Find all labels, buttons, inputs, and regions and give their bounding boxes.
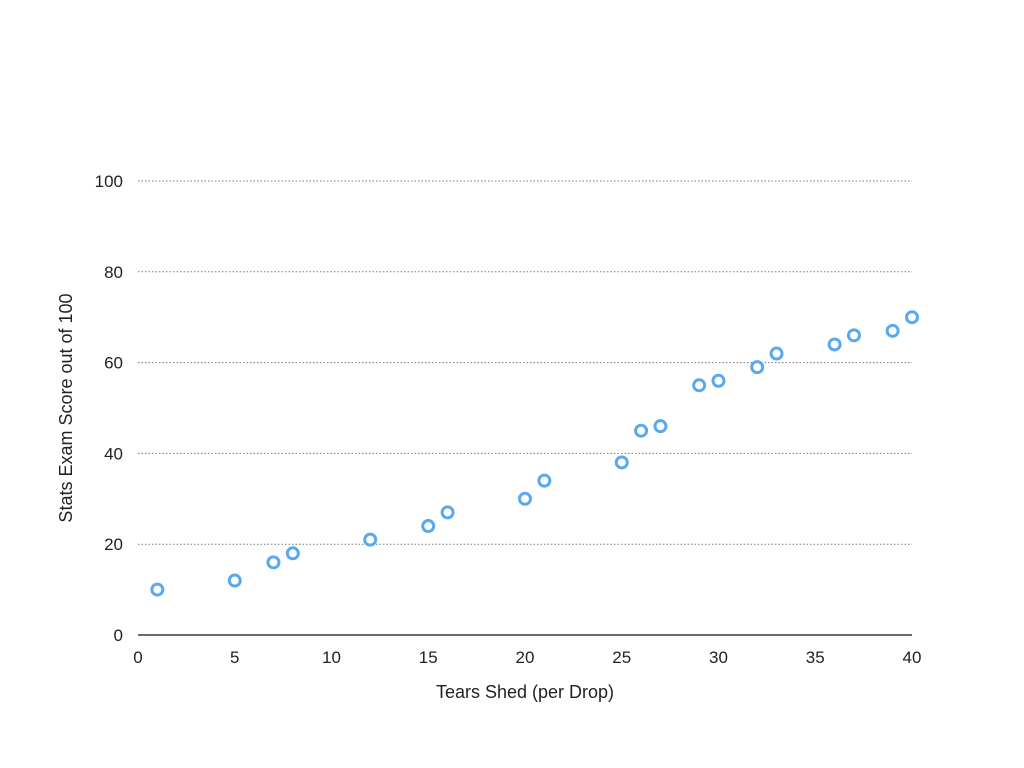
y-tick-label: 0 xyxy=(114,626,123,645)
tick-labels: 0 20 40 60 80 100 0 5 10 15 20 25 30 35 40 xyxy=(95,172,922,667)
data-point xyxy=(885,323,900,338)
data-point xyxy=(692,378,707,393)
data-point xyxy=(653,419,668,434)
x-tick-label: 30 xyxy=(709,648,728,667)
data-point xyxy=(827,337,842,352)
x-tick-label: 5 xyxy=(230,648,239,667)
data-point xyxy=(769,346,784,361)
x-tick-label: 35 xyxy=(806,648,825,667)
y-axis-title: Stats Exam Score out of 100 xyxy=(56,293,76,522)
data-point xyxy=(537,473,552,488)
data-point xyxy=(440,505,455,520)
data-points xyxy=(150,310,919,597)
data-point xyxy=(266,555,281,570)
x-tick-label: 20 xyxy=(516,648,535,667)
data-point xyxy=(634,423,649,438)
data-point xyxy=(227,573,242,588)
data-point xyxy=(285,546,300,561)
y-tick-label: 40 xyxy=(104,444,123,463)
gridlines xyxy=(138,180,912,545)
data-point xyxy=(614,455,629,470)
data-point xyxy=(711,373,726,388)
data-point xyxy=(150,582,165,597)
x-tick-label: 25 xyxy=(612,648,631,667)
x-tick-label: 40 xyxy=(903,648,922,667)
y-tick-label: 20 xyxy=(104,535,123,554)
y-tick-label: 100 xyxy=(95,172,123,191)
data-point xyxy=(846,328,861,343)
y-tick-label: 60 xyxy=(104,354,123,373)
data-point xyxy=(363,532,378,547)
x-tick-label: 10 xyxy=(322,648,341,667)
x-tick-label: 15 xyxy=(419,648,438,667)
x-axis-title: Tears Shed (per Drop) xyxy=(436,682,614,702)
y-tick-label: 80 xyxy=(104,263,123,282)
x-tick-label: 0 xyxy=(133,648,142,667)
data-point xyxy=(421,519,436,534)
data-point xyxy=(905,310,919,325)
data-point xyxy=(750,360,765,375)
data-point xyxy=(518,491,532,506)
